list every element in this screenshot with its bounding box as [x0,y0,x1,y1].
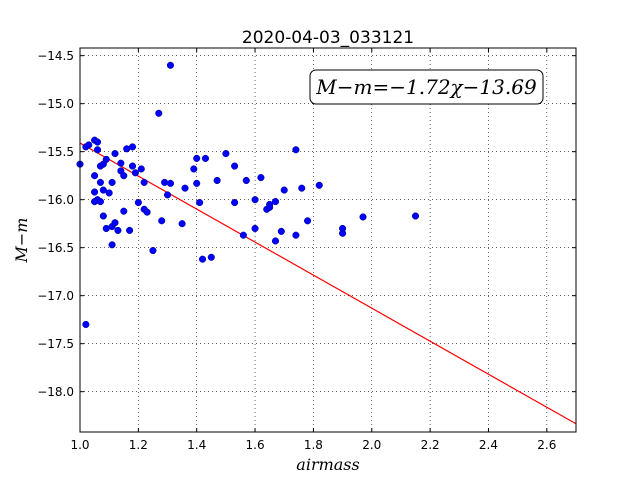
data-point [143,208,151,216]
data-point [96,178,104,186]
data-point [137,165,145,173]
axis-ticks: 1.0 1.2 1.4 1.6 1.8 2.0 2.2 2.4 2.6 −14.5 −15.0 −15… [37,48,576,452]
x-tick-label: 1.0 [70,438,89,452]
equation-annotation: M−m=−1.72χ−13.69 [309,69,544,105]
y-tick-label: −15.5 [37,145,74,159]
equation-box [309,69,544,105]
data-point [99,212,107,220]
data-point [198,255,207,263]
data-point [105,189,113,197]
data-point [251,196,259,204]
data-point [196,199,204,207]
y-tick-label: −15.0 [37,97,74,111]
x-tick-label: 2.0 [362,438,381,452]
data-point [85,141,93,149]
data-point [292,231,300,239]
x-tick-label: 2.2 [421,438,440,452]
data-point [108,241,116,249]
chart-title: 2020-04-03_033121 [242,28,414,48]
data-point [126,226,134,234]
data-point [99,186,107,194]
x-tick-label: 2.4 [479,438,498,452]
x-tick-label: 1.4 [187,438,206,452]
data-point [114,226,122,234]
data-point [91,188,99,196]
data-point [231,199,239,207]
data-point [166,61,174,69]
data-point [298,184,306,192]
data-point [277,227,285,235]
plot-area: M−m=−1.72χ−13.69 1.0 1.2 1.4 1.6 1.8 2.0 2.2 2.… [37,47,577,452]
data-point [140,178,148,186]
data-point [222,150,230,158]
data-point [315,181,323,189]
data-point [93,146,102,154]
data-point [111,219,119,227]
equation-text: M−m=−1.72χ−13.69 [315,75,537,99]
data-point [158,217,166,225]
fit-line [79,142,577,425]
x-axis-label: airmass [296,455,359,474]
data-point [359,213,367,221]
data-point [193,154,201,162]
data-point [120,207,128,215]
data-point [271,198,280,206]
fit-line-layer [79,142,577,425]
x-tick-label: 1.2 [129,438,148,452]
data-point [93,138,102,146]
data-point [193,179,201,187]
x-tick-label: 2.6 [537,438,556,452]
data-point [231,162,239,170]
data-point [257,174,265,182]
data-point [102,155,110,163]
data-point [96,198,104,206]
data-point [108,178,116,186]
data-point [190,165,198,173]
data-point [117,159,125,167]
data-point [213,176,221,185]
data-point [128,162,137,170]
data-point [411,212,420,220]
data-point [128,143,137,151]
data-point [201,154,210,162]
data-point [134,199,142,207]
x-tick-label: 1.6 [246,438,265,452]
data-point [161,178,169,186]
data-point [239,231,247,239]
y-tick-label: −18.0 [37,385,74,399]
data-point [271,237,280,245]
y-tick-label: −17.0 [37,289,74,303]
data-point [149,247,157,255]
plot-background [80,48,576,432]
data-point [131,169,139,177]
y-tick-label: −14.5 [37,49,74,63]
data-point [181,184,189,192]
data-point [207,253,215,261]
y-tick-label: −16.0 [37,193,74,207]
y-tick-label: −16.5 [37,241,74,255]
data-point [155,109,163,117]
plot-frame [79,47,577,433]
data-point [242,176,250,185]
data-point [120,172,128,180]
data-point [178,220,186,228]
data-point [280,186,288,194]
y-axis-label: M−m [12,218,31,264]
data-point [82,320,90,329]
data-point [163,191,172,199]
data-points [76,61,420,329]
x-tick-label: 1.8 [304,438,323,452]
data-point [266,203,274,211]
data-point [111,150,119,158]
data-point [304,217,312,225]
data-point [251,224,259,233]
y-tick-label: −17.5 [37,337,74,351]
data-point [166,179,174,187]
data-point [339,224,347,233]
data-point [292,146,300,154]
data-point [91,172,99,180]
